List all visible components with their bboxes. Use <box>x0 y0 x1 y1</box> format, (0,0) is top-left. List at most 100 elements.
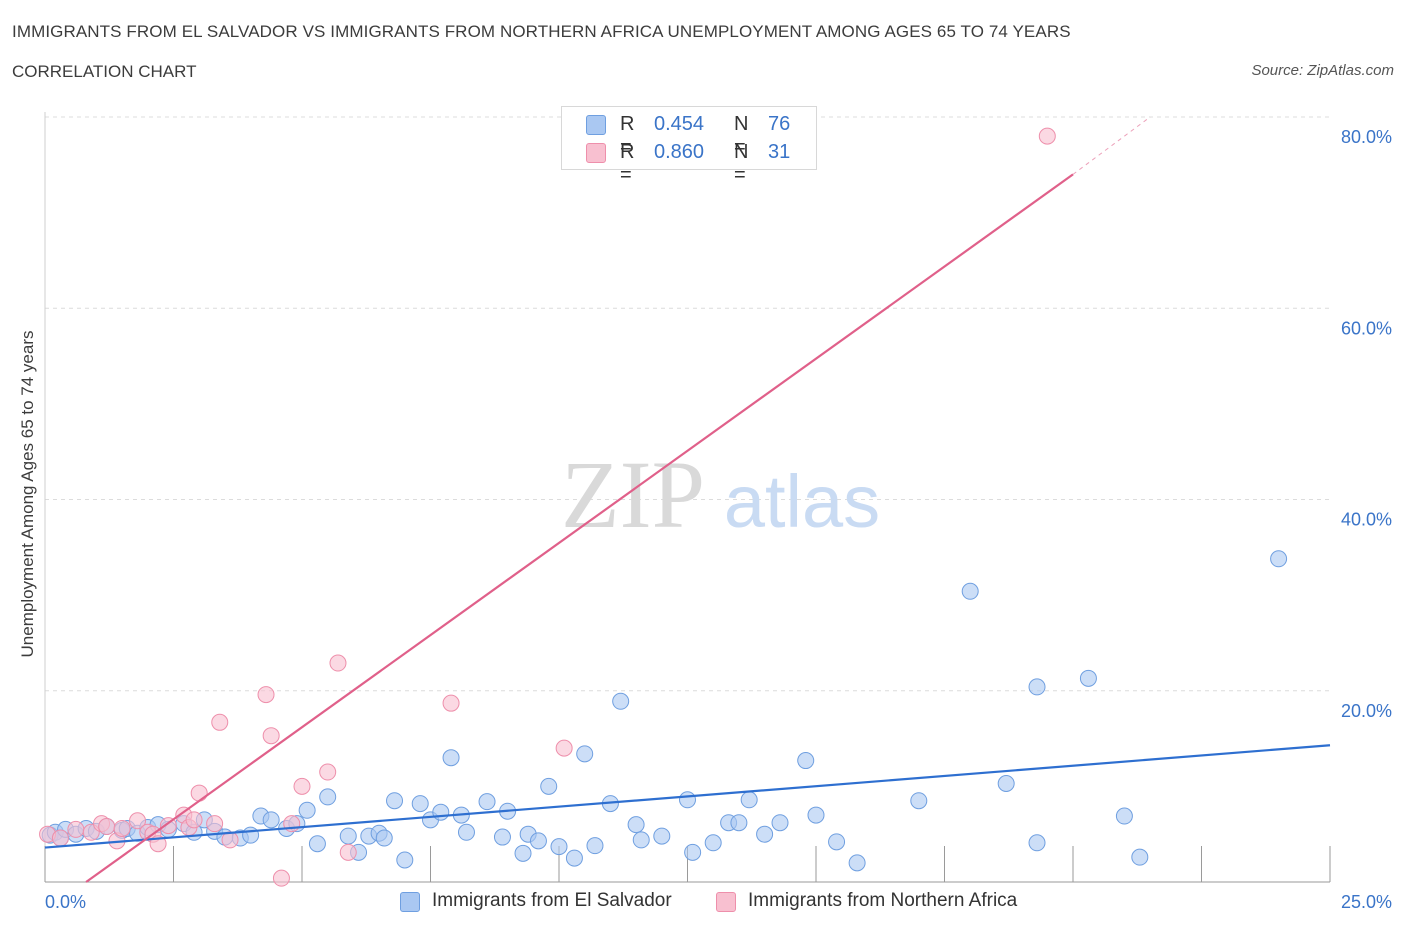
point-northern-africa <box>51 829 69 847</box>
point-el-salvador <box>684 843 702 861</box>
point-el-salvador <box>1028 678 1046 696</box>
point-el-salvador <box>653 827 671 845</box>
point-el-salvador <box>1028 834 1046 852</box>
point-northern-africa <box>442 694 460 712</box>
axes-layer <box>44 112 1331 883</box>
chart-subtitle: CORRELATION CHART <box>12 62 197 81</box>
point-el-salvador <box>1079 669 1097 687</box>
point-el-salvador <box>308 835 326 853</box>
point-el-salvador <box>848 854 866 872</box>
legend-r-label: R = <box>620 113 635 158</box>
point-el-salvador <box>514 844 532 862</box>
point-el-salvador <box>1270 550 1288 568</box>
point-northern-africa <box>206 815 224 833</box>
chart-title: IMMIGRANTS FROM EL SALVADOR VS IMMIGRANT… <box>12 22 1071 41</box>
point-el-salvador <box>730 814 748 832</box>
watermark: ZIP atlas <box>561 441 880 548</box>
trendline-extension-northern-africa <box>1072 116 1151 175</box>
y-tick-label: 80.0% <box>1341 127 1392 147</box>
legend-n-label: N = <box>734 113 749 158</box>
point-el-salvador <box>612 692 630 710</box>
point-el-salvador <box>386 792 404 810</box>
point-el-salvador <box>797 752 815 770</box>
point-el-salvador <box>565 849 583 867</box>
point-el-salvador <box>1131 848 1149 866</box>
bottom-legend-label: Immigrants from Northern Africa <box>748 890 1018 911</box>
point-el-salvador <box>910 792 928 810</box>
point-northern-africa <box>113 819 131 837</box>
point-northern-africa <box>129 812 147 830</box>
point-el-salvador <box>493 828 511 846</box>
trendline-northern-africa <box>85 173 1074 883</box>
point-northern-africa <box>329 654 347 672</box>
point-el-salvador <box>339 827 357 845</box>
tick-labels: 20.0% 40.0% 60.0% 80.0% 0.0% 25.0% <box>45 127 1392 912</box>
x-tick-label: 0.0% <box>45 892 86 912</box>
point-el-salvador <box>771 814 789 832</box>
point-el-salvador <box>679 791 696 809</box>
point-el-salvador <box>540 777 558 795</box>
point-el-salvador <box>586 837 604 855</box>
point-el-salvador <box>997 775 1015 793</box>
correlation-legend: R = 0.454 N = 76 R = 0.860 N = 31 <box>561 106 817 186</box>
point-northern-africa <box>555 739 573 757</box>
point-northern-africa <box>339 843 357 861</box>
point-el-salvador <box>576 745 594 763</box>
bottom-legend-swatch-northern-africa <box>716 892 736 912</box>
point-el-salvador <box>529 832 547 850</box>
point-el-salvador <box>740 791 758 809</box>
point-el-salvador <box>828 833 846 851</box>
point-el-salvador <box>1115 807 1133 825</box>
point-northern-africa <box>159 817 177 835</box>
point-northern-africa <box>185 811 203 829</box>
point-el-salvador <box>396 851 414 869</box>
point-el-salvador <box>442 749 460 767</box>
source-note: Source: ZipAtlas.com <box>1251 62 1394 79</box>
trend-layer <box>44 116 1331 883</box>
y-tick-label: 60.0% <box>1341 318 1392 338</box>
point-el-salvador <box>432 803 450 821</box>
watermark-atlas: atlas <box>724 460 880 543</box>
point-el-salvador <box>756 825 774 843</box>
point-northern-africa <box>257 686 275 704</box>
point-el-salvador <box>375 829 393 847</box>
trendline-el-salvador <box>44 744 1331 849</box>
legend-swatch-el-salvador <box>586 115 606 135</box>
point-el-salvador <box>550 838 568 856</box>
legend-n-value: 31 <box>768 141 791 163</box>
point-el-salvador <box>242 826 260 844</box>
point-el-salvador <box>262 811 280 829</box>
point-el-salvador <box>632 831 650 849</box>
legend-n-label: N = <box>734 141 749 186</box>
point-el-salvador <box>627 816 645 834</box>
watermark-zip: ZIP <box>561 441 705 548</box>
point-northern-africa <box>262 727 280 745</box>
point-el-salvador <box>704 834 722 852</box>
point-northern-africa <box>293 777 311 795</box>
point-el-salvador <box>298 801 316 819</box>
point-northern-africa <box>98 818 116 836</box>
point-el-salvador <box>807 806 825 824</box>
point-el-salvador <box>319 788 337 806</box>
legend-r-value: 0.860 <box>654 141 705 163</box>
point-northern-africa <box>1038 127 1056 145</box>
legend-r-label: R = <box>620 141 635 186</box>
bottom-legend-swatch-el-salvador <box>400 892 420 912</box>
y-axis-label: Unemployment Among Ages 65 to 74 years <box>18 330 37 658</box>
x-tick-label: 25.0% <box>1341 892 1392 912</box>
bottom-legend-label: Immigrants from El Salvador <box>432 890 672 911</box>
point-northern-africa <box>319 763 337 781</box>
legend-n-value: 76 <box>768 113 791 135</box>
point-northern-africa <box>272 869 290 887</box>
point-northern-africa <box>67 820 85 838</box>
point-northern-africa <box>190 784 208 802</box>
point-el-salvador <box>478 793 496 811</box>
legend-r-value: 0.454 <box>654 113 705 135</box>
point-northern-africa <box>211 713 229 731</box>
point-el-salvador <box>411 795 429 813</box>
y-tick-label: 20.0% <box>1341 701 1392 721</box>
y-tick-label: 40.0% <box>1341 510 1392 530</box>
grid-layer <box>45 116 1330 692</box>
point-el-salvador <box>457 823 475 841</box>
